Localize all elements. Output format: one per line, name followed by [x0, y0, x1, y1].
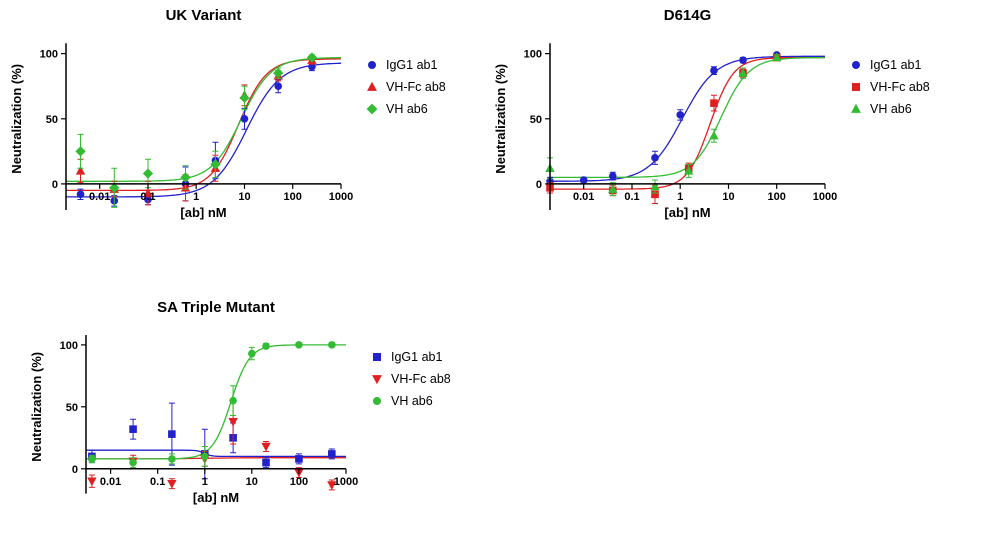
legend-item-vh-ab6: VH ab6 [849, 102, 930, 116]
legend-item-vhfc-ab8: VH-Fc ab8 [365, 80, 446, 94]
svg-text:100: 100 [40, 49, 58, 61]
svg-text:10: 10 [238, 191, 250, 203]
svg-text:1: 1 [677, 191, 683, 203]
svg-text:100: 100 [768, 191, 786, 203]
svg-text:100: 100 [524, 49, 542, 61]
legend-item-igg1-ab1: IgG1 ab1 [849, 58, 930, 72]
svg-text:0.01: 0.01 [100, 476, 121, 488]
svg-text:1: 1 [193, 191, 199, 203]
svg-text:0.1: 0.1 [150, 476, 165, 488]
legend-label: VH-Fc ab8 [386, 80, 446, 94]
svg-text:50: 50 [66, 402, 78, 414]
svg-text:100: 100 [284, 191, 302, 203]
d614g-figure: D614G 0.01 0.1 1 10 100 1000 0 50 100 [ab] nM Neut… [492, 4, 930, 265]
svg-text:[ab] nM: [ab] nM [180, 205, 226, 220]
legend-label: IgG1 ab1 [870, 58, 922, 72]
legend-label: VH ab6 [386, 102, 428, 116]
svg-text:Neutralization (%): Neutralization (%) [9, 64, 24, 174]
svg-text:50: 50 [530, 114, 542, 126]
svg-text:0: 0 [52, 179, 58, 191]
circle-marker-icon [370, 394, 384, 408]
svg-text:1000: 1000 [329, 191, 353, 203]
svg-text:0: 0 [72, 464, 78, 476]
chart-title-uk-variant: UK Variant [165, 7, 242, 24]
d614g-chart-row: 0.01 0.1 1 10 100 1000 0 50 100 [ab] nM Neutraliza… [492, 28, 930, 265]
d614g-legend: IgG1 ab1 VH-Fc ab8 VH ab6 [849, 58, 930, 124]
legend-item-vhfc-ab8: VH-Fc ab8 [370, 372, 451, 386]
square-marker-icon [849, 80, 863, 94]
svg-text:Neutralization (%): Neutralization (%) [493, 64, 508, 174]
legend-label: VH-Fc ab8 [391, 372, 451, 386]
svg-text:1: 1 [202, 476, 208, 488]
svg-text:10: 10 [722, 191, 734, 203]
uk-variant-chart-row: 0.01 0.1 1 10 100 1000 0 50 100 [ab] nM Neutraliza… [8, 28, 446, 265]
legend-item-vh-ab6: VH ab6 [370, 394, 451, 408]
sa-triple-mutant-figure: SA Triple Mutant 0.01 0.1 1 10 100 1000 0 50 100… [28, 296, 451, 548]
square-marker-icon [370, 350, 384, 364]
legend-label: VH ab6 [870, 102, 912, 116]
legend-label: IgG1 ab1 [386, 58, 438, 72]
triangle-up-marker-icon [849, 102, 863, 116]
svg-text:1000: 1000 [334, 476, 358, 488]
legend-item-igg1-ab1: IgG1 ab1 [370, 350, 451, 364]
svg-text:0: 0 [536, 179, 542, 191]
triangle-down-marker-icon [370, 372, 384, 386]
svg-text:[ab] nM: [ab] nM [193, 490, 239, 505]
diamond-marker-icon [365, 102, 379, 116]
legend-label: IgG1 ab1 [391, 350, 443, 364]
uk-variant-figure: UK Variant 0.01 0.1 1 10 100 1000 0 50 100 [ab] n… [8, 4, 446, 265]
sa-chart-row: 0.01 0.1 1 10 100 1000 0 50 100 [ab] nM Neutraliza… [28, 320, 451, 548]
chart-title-d614g: D614G [663, 7, 712, 24]
svg-text:50: 50 [46, 114, 58, 126]
svg-text:0.01: 0.01 [573, 191, 594, 203]
circle-marker-icon [365, 58, 379, 72]
svg-text:0.1: 0.1 [140, 191, 155, 203]
svg-text:0.1: 0.1 [624, 191, 639, 203]
legend-label: VH-Fc ab8 [870, 80, 930, 94]
svg-text:100: 100 [290, 476, 308, 488]
svg-text:Neutralization (%): Neutralization (%) [29, 352, 44, 462]
d614g-plot: 0.01 0.1 1 10 100 1000 0 50 100 [ab] nM Neutraliza… [493, 43, 837, 220]
circle-marker-icon [849, 58, 863, 72]
svg-text:[ab] nM: [ab] nM [664, 205, 710, 220]
triangle-up-marker-icon [365, 80, 379, 94]
legend-item-igg1-ab1: IgG1 ab1 [365, 58, 446, 72]
uk-variant-plot: 0.01 0.1 1 10 100 1000 0 50 100 [ab] nM Neutraliza… [9, 43, 353, 220]
svg-text:0.01: 0.01 [89, 191, 110, 203]
legend-item-vh-ab6: VH ab6 [365, 102, 446, 116]
legend-item-vhfc-ab8: VH-Fc ab8 [849, 80, 930, 94]
svg-text:1000: 1000 [813, 191, 837, 203]
svg-text:100: 100 [60, 340, 78, 352]
sa-legend: IgG1 ab1 VH-Fc ab8 VH ab6 [370, 350, 451, 416]
svg-text:10: 10 [246, 476, 258, 488]
chart-title-sa-triple-mutant: SA Triple Mutant [157, 299, 275, 316]
legend-label: VH ab6 [391, 394, 433, 408]
uk-variant-legend: IgG1 ab1 VH-Fc ab8 VH ab6 [365, 58, 446, 124]
sa-triple-mutant-plot: 0.01 0.1 1 10 100 1000 0 50 100 [ab] nM Neutraliza… [29, 335, 358, 505]
